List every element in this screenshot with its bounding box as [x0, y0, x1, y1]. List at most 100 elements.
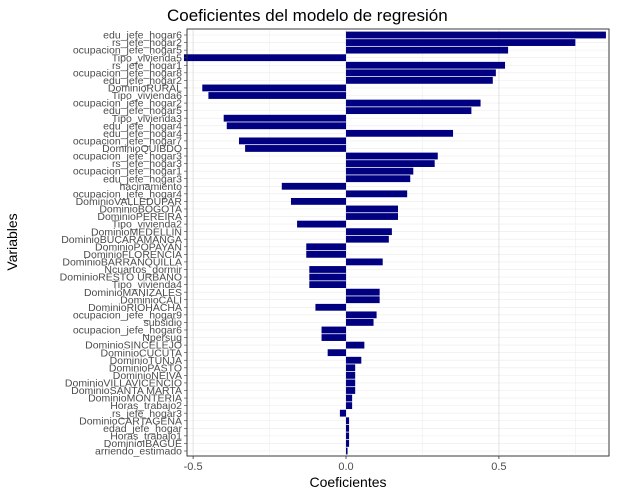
y-tick-label: DominioNEIVA: [113, 370, 182, 382]
y-tick-label: DominioVALLEDUPAR: [76, 196, 183, 208]
bar: [346, 371, 356, 379]
bar: [309, 273, 347, 281]
bar: [346, 190, 408, 198]
y-tick-label: DominioBARRANQUILLA: [62, 257, 182, 269]
bar: [346, 235, 389, 243]
y-tick-label: DominioRESTO URBANO: [60, 272, 182, 284]
y-tick-label: Ncuartos_dormir: [104, 264, 182, 276]
y-tick-label: DominioCUCUTA: [101, 347, 182, 359]
y-tick-label: DominioFLORENCIA: [83, 249, 182, 261]
y-tick-label: DominioBUCARAMANGA: [61, 234, 182, 246]
y-tick-label: rs_jefe_hogar1: [112, 60, 182, 72]
y-tick-label: Tipo_vivienda3: [112, 113, 182, 125]
y-tick-label: DominioRURAL: [108, 83, 182, 95]
y-tick-label: DominioBOGOTA: [99, 204, 182, 216]
x-tick-label: 0.5: [491, 461, 506, 473]
bar: [346, 99, 481, 107]
y-tick-label: DominioRIOHACHA: [88, 302, 182, 314]
bar: [346, 76, 493, 84]
bar: [315, 303, 347, 311]
bar: [346, 296, 380, 304]
bar: [346, 288, 380, 296]
x-tick-label: -0.5: [184, 461, 203, 473]
y-tick-label: ocupacion_jefe_hogar6: [73, 325, 182, 337]
chart-title: Coeficientes del modelo de regresión: [167, 6, 448, 25]
bar: [202, 84, 347, 92]
bar: [321, 334, 347, 341]
y-tick-label: Tipo_vivienda5: [112, 52, 182, 64]
y-tick-label: DominioMANIZALES: [84, 287, 182, 299]
bar: [346, 167, 414, 175]
y-tick-label: Tipo_vivienda4: [112, 279, 182, 291]
bar: [306, 250, 347, 258]
bar: [226, 122, 347, 130]
y-tick-label: DominioVILLAVICENCIO: [65, 378, 182, 390]
y-tick-label: Horas_trabajo2: [110, 400, 182, 412]
bar: [346, 402, 353, 410]
bar: [346, 205, 398, 213]
y-tick-label: edu_jefe_hogar4: [103, 128, 182, 140]
bar: [245, 145, 347, 152]
x-axis-title: Coeficientes: [309, 474, 386, 490]
bar: [223, 114, 347, 122]
y-tick-label: edu_jefe_hogar6: [103, 30, 182, 42]
bar: [346, 160, 435, 167]
bars-group: [183, 31, 606, 455]
y-tick-label: edu_jefe_hogar3: [103, 173, 182, 185]
y-tick-label: DominioIBAGUE: [104, 438, 182, 450]
y-tick-label: ocupacion_jefe_hogar8: [73, 67, 182, 79]
y-tick-label: ocupacion_jefe_hogar2: [73, 98, 182, 110]
y-tick-label: edu_jefe_hogar2: [103, 75, 182, 87]
bar: [306, 243, 347, 251]
y-tick-label: Npersug: [142, 332, 182, 344]
y-tick-label: edu_jefe_hogar4: [103, 120, 182, 132]
bar: [208, 92, 347, 99]
bar: [346, 152, 438, 160]
bar: [346, 39, 576, 46]
y-tick-label: rs_jefe_hogar2: [112, 37, 182, 49]
x-tick-labels: -0.5 0.0 0.5: [184, 456, 507, 473]
bar: [346, 379, 356, 387]
x-tick-label: 0.0: [338, 461, 353, 473]
y-tick-label: arriendo_estimado: [95, 446, 182, 458]
y-tick-label: hacinamiento: [120, 181, 183, 193]
y-tick-label: DominioPASTO: [109, 362, 182, 374]
plot-panel-border: [186, 28, 610, 457]
y-tick-label: rs_jefe_hogar3: [112, 158, 182, 170]
bar: [346, 61, 506, 69]
y-tick-labels: edu_jefe_hogar6rs_jefe_hogar2ocupacion_j…: [60, 30, 187, 458]
bar: [281, 182, 347, 190]
bar: [346, 364, 356, 372]
bar: [297, 220, 347, 228]
y-tick-label: DominioMEDELLIN: [91, 226, 182, 238]
bar: [346, 175, 411, 183]
y-tick-label: DominioMONTERIA: [88, 393, 182, 405]
y-tick-label: DominioSINCELEJO: [85, 340, 182, 352]
bar: [346, 258, 383, 266]
y-tick-label: Tipo_vivienda6: [112, 90, 182, 102]
y-tick-label: edu_jefe_hogar5: [103, 105, 182, 117]
bar: [346, 417, 350, 425]
bar: [346, 341, 365, 349]
bar: [327, 349, 347, 357]
y-tick-label: DominioQUIBDO: [102, 143, 182, 155]
y-tick-label: DominioTUNJA: [110, 355, 182, 367]
bar: [183, 54, 347, 62]
y-tick-label: rs_jefe_hogar3: [112, 408, 182, 420]
bar: [346, 107, 472, 115]
bar: [309, 266, 347, 273]
bar: [346, 228, 392, 236]
y-tick-label: ocupacion_jefe_hogar5: [73, 45, 182, 57]
bar: [346, 394, 353, 402]
y-axis-title: Variables: [4, 213, 20, 270]
bar: [346, 447, 348, 455]
bar: [346, 69, 496, 77]
y-tick-label: DominioPOPAYAN: [95, 241, 182, 253]
y-tick-label: ocupacion_jefe_hogar9: [73, 309, 182, 321]
bar: [346, 432, 350, 440]
bar: [346, 129, 454, 137]
bar: [346, 319, 374, 326]
y-tick-label: ocupacion_jefe_hogar4: [73, 188, 182, 200]
y-tick-label: ocupacion_jefe_hogar3: [73, 151, 182, 163]
